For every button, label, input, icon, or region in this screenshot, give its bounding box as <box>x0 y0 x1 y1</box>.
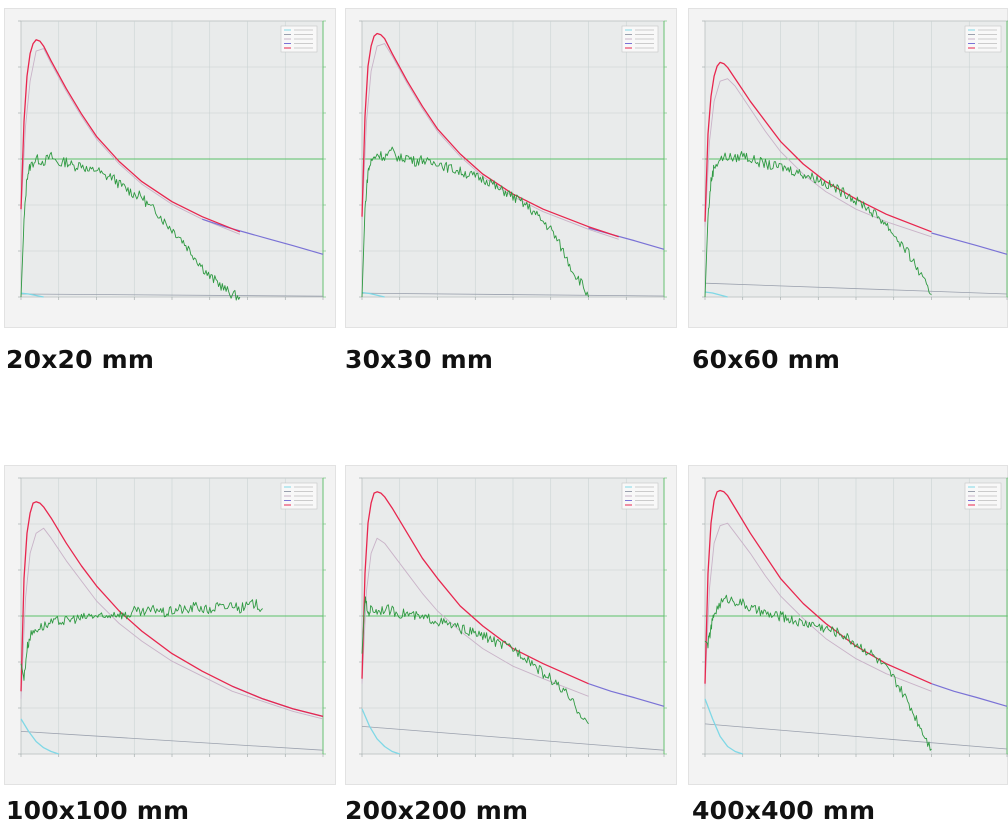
series-line-low-dose <box>20 292 44 298</box>
series-line-dose-field <box>704 489 932 685</box>
caption-200x200: 200x200 mm <box>345 796 529 825</box>
series-line-dose-field <box>704 61 932 233</box>
chart-100x100 <box>18 477 326 757</box>
series-line-dose-scatter <box>20 48 241 235</box>
chart-panel-2 <box>345 8 677 328</box>
caption-30x30: 30x30 mm <box>345 345 494 374</box>
series-line-dose-scatter <box>704 78 932 238</box>
series-line-leakage <box>20 293 324 297</box>
series-line-dose-scatter <box>704 522 932 692</box>
series-line-leakage <box>20 731 324 751</box>
series-line-ratio <box>704 151 932 298</box>
series-line-dose-scatter <box>361 537 589 697</box>
series-line-ratio <box>20 151 241 301</box>
series-line-leakage <box>704 282 1008 295</box>
series-line-ratio <box>361 146 589 298</box>
chart-20x20 <box>18 20 326 301</box>
series-line-leakage <box>361 726 665 751</box>
chart-panel-1 <box>4 8 336 328</box>
caption-100x100: 100x100 mm <box>6 796 190 825</box>
series-line-dose-scatter <box>361 43 619 240</box>
series-line-ratio <box>704 594 932 751</box>
caption-400x400: 400x400 mm <box>692 796 876 825</box>
chart-panel-4 <box>4 465 336 785</box>
chart-panel-5 <box>345 465 677 785</box>
series-line-dose-field <box>20 39 241 233</box>
series-line-dose-open <box>931 232 1008 255</box>
caption-20x20: 20x20 mm <box>6 345 155 374</box>
series-line-low-dose <box>361 291 385 298</box>
chart-panel-6 <box>688 465 1008 785</box>
caption-60x60: 60x60 mm <box>692 345 841 374</box>
series-line-ratio <box>20 599 263 681</box>
series-line-ratio <box>361 596 589 725</box>
series-line-dose-field <box>20 501 324 718</box>
chart-panel-3 <box>688 8 1008 328</box>
series-line-leakage <box>361 292 665 297</box>
chart-30x30 <box>359 20 667 300</box>
series-line-dose-open <box>202 218 324 255</box>
series-line-dose-scatter <box>20 527 324 720</box>
chart-400x400 <box>702 477 1008 757</box>
series-line-dose-open <box>931 683 1008 707</box>
series-line-low-dose <box>361 708 401 755</box>
series-line-low-dose <box>20 718 60 755</box>
series-line-leakage <box>704 723 1008 750</box>
series-line-dose-open <box>588 683 665 707</box>
series-line-dose-field <box>361 491 589 685</box>
chart-200x200 <box>359 477 667 757</box>
series-line-low-dose <box>704 698 744 755</box>
series-line-low-dose <box>704 291 728 298</box>
chart-60x60 <box>702 20 1008 300</box>
